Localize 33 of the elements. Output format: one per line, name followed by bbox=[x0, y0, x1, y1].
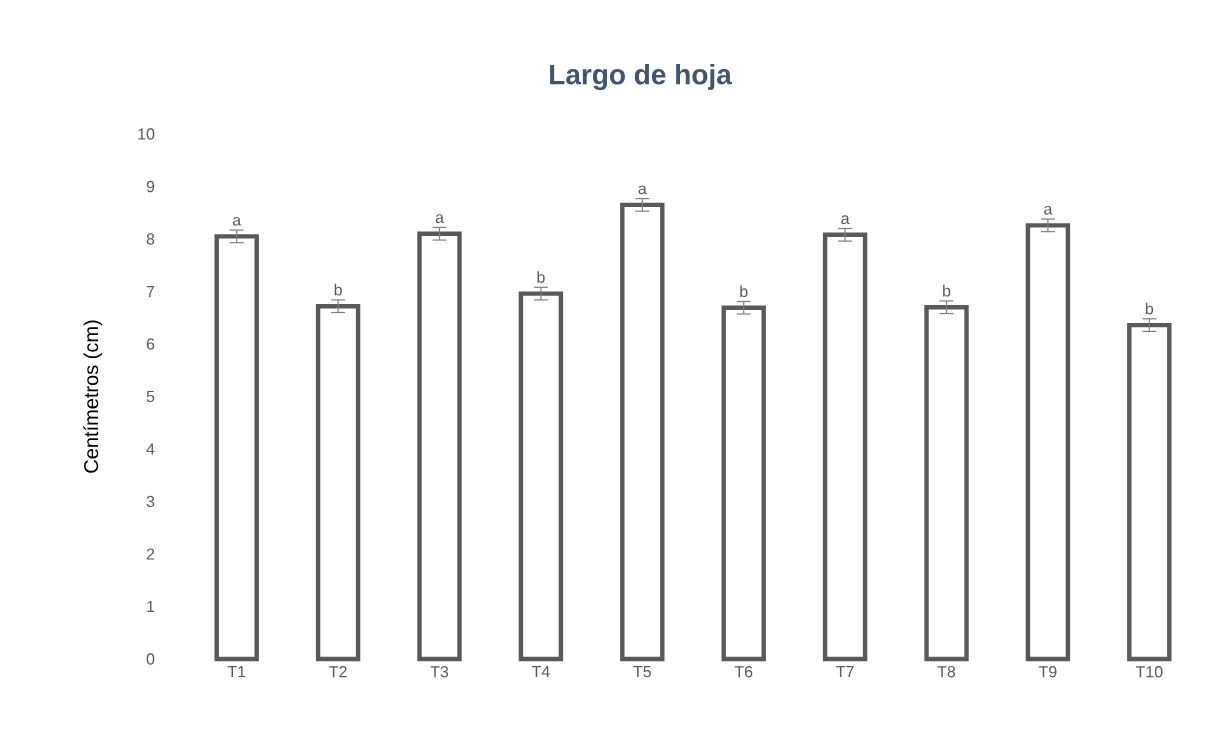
annotation: a bbox=[841, 215, 850, 225]
annotation: b bbox=[943, 284, 951, 297]
y-tick-label: 0 bbox=[146, 653, 155, 665]
annotation: b bbox=[1145, 302, 1154, 315]
x-tick-label: T4 bbox=[531, 666, 550, 678]
x-tick-label: T10 bbox=[1135, 666, 1163, 678]
y-tick-label: 3 bbox=[146, 495, 155, 508]
chart-title: Largo de hoja bbox=[550, 63, 732, 91]
y-tick-label: 1 bbox=[147, 600, 155, 612]
y-tick-label: 5 bbox=[146, 390, 155, 403]
y-tick-label: 9 bbox=[146, 180, 155, 193]
y-tick-label: 2 bbox=[146, 548, 155, 560]
x-tick-label: T6 bbox=[734, 666, 753, 678]
y-tick-label: 6 bbox=[146, 338, 155, 350]
annotation: a bbox=[638, 185, 647, 195]
annotation: b bbox=[740, 285, 748, 298]
x-tick-label: T2 bbox=[329, 666, 347, 678]
annotation: b bbox=[537, 271, 545, 283]
y-tick-label: 10 bbox=[138, 128, 155, 140]
y-tick-label: 8 bbox=[146, 233, 155, 245]
x-tick-label: T1 bbox=[227, 666, 246, 678]
x-tick-label: T9 bbox=[1038, 666, 1057, 678]
x-tick-label: T5 bbox=[633, 666, 651, 678]
x-tick-label: T7 bbox=[836, 666, 854, 678]
y-axis-title: Centímetros (cm) bbox=[83, 320, 103, 473]
annotation: a bbox=[232, 216, 242, 226]
annotation: a bbox=[435, 214, 444, 224]
x-tick-label: T3 bbox=[430, 666, 449, 678]
y-tick-label: 7 bbox=[146, 285, 155, 297]
annotation: b bbox=[334, 283, 342, 296]
y-tick-label: 4 bbox=[146, 443, 155, 455]
annotation: a bbox=[1044, 205, 1053, 215]
x-tick-label: T8 bbox=[937, 666, 956, 678]
